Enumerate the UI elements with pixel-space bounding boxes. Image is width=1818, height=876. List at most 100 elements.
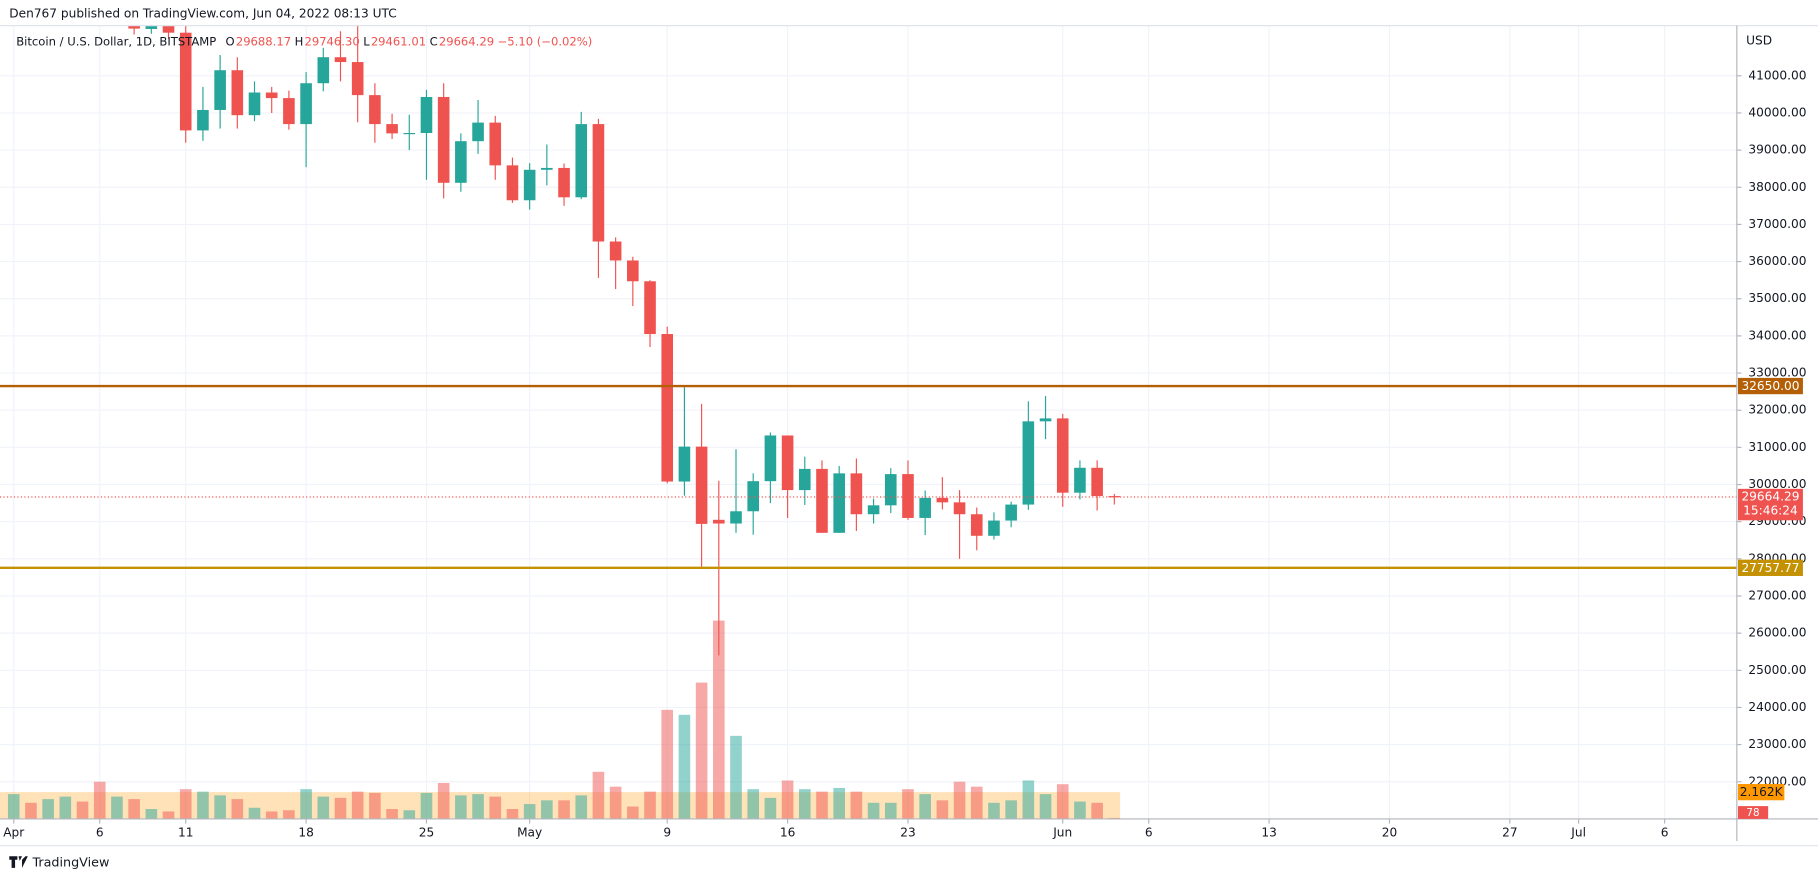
volume-bar xyxy=(300,789,312,819)
candle-body xyxy=(850,473,863,515)
legend-value: 29746.30 xyxy=(304,34,359,48)
grid xyxy=(0,25,1737,819)
volume-bar xyxy=(1039,794,1052,819)
volume-last-box xyxy=(1737,806,1769,819)
volume-bar xyxy=(678,714,691,819)
y-tick-label: 34000.00 xyxy=(1748,328,1806,342)
volume-bar xyxy=(764,797,777,819)
candle-body xyxy=(248,92,261,116)
x-tick-label: 6 xyxy=(96,825,104,839)
volume-bar xyxy=(403,810,416,819)
candle-body xyxy=(1039,418,1052,422)
volume-ma-box xyxy=(1737,783,1785,801)
y-tick-label: 27000.00 xyxy=(1748,588,1806,602)
legend-key: C xyxy=(430,34,438,48)
candle-body xyxy=(128,25,140,29)
y-tick-label: 30000.00 xyxy=(1748,477,1806,491)
legend-key: H xyxy=(295,34,304,48)
level-label: 32650.00 xyxy=(1741,379,1799,393)
candle-body xyxy=(627,260,639,282)
candle-body xyxy=(403,133,416,135)
candle-body xyxy=(592,124,605,242)
candle-body xyxy=(609,241,622,261)
volume-bar xyxy=(867,802,880,819)
candle-body xyxy=(1005,504,1017,521)
volume-bar xyxy=(884,802,897,819)
candle-body xyxy=(816,468,828,533)
volume-bar xyxy=(506,809,519,819)
legend-value: 29664.29 xyxy=(439,34,494,48)
y-tick-label: 24000.00 xyxy=(1748,700,1806,714)
volume-bar xyxy=(386,809,398,819)
candle-body xyxy=(798,468,811,491)
volume-bar xyxy=(248,807,261,819)
x-tick-label: 6 xyxy=(1145,825,1153,839)
volume-bar xyxy=(489,796,502,819)
volume-bar xyxy=(455,795,467,819)
candle-body xyxy=(523,169,536,201)
volume-bar xyxy=(265,811,278,819)
legend-key: L xyxy=(363,34,370,48)
volume-bar xyxy=(919,794,931,819)
volume-bar xyxy=(42,799,54,819)
volume-bar xyxy=(798,789,811,819)
volume-bar xyxy=(523,804,536,819)
candle-body xyxy=(420,96,433,134)
volume-bar xyxy=(25,802,37,819)
volume-bar xyxy=(730,735,742,819)
volume-bar xyxy=(76,801,89,819)
candle-body xyxy=(988,520,1000,536)
volume-bar xyxy=(627,806,639,819)
candle-body xyxy=(644,281,656,335)
countdown-label: 15:46:24 xyxy=(1743,503,1798,517)
volume-bar xyxy=(7,794,20,819)
candle-body xyxy=(541,167,553,170)
volume-bar xyxy=(231,799,244,819)
logo-icon xyxy=(9,856,28,868)
candle-body xyxy=(472,122,484,142)
volume-bar xyxy=(936,800,949,819)
y-tick-label: 37000.00 xyxy=(1748,217,1806,231)
candle-body xyxy=(953,502,966,515)
y-tick-label: 26000.00 xyxy=(1748,626,1806,640)
candle-body xyxy=(1074,467,1086,493)
volume-bar xyxy=(747,789,760,819)
candle-body xyxy=(781,435,794,491)
y-tick-label: 40000.00 xyxy=(1748,105,1806,119)
x-tick-label: 25 xyxy=(419,825,434,839)
legend-value: 29461.01 xyxy=(371,34,426,48)
candle-body xyxy=(575,124,588,198)
candle-body xyxy=(936,497,949,503)
y-tick-label: 38000.00 xyxy=(1748,180,1806,194)
legend-key: O xyxy=(226,34,235,48)
x-tick-label: 18 xyxy=(298,825,313,839)
candle-body xyxy=(661,334,674,482)
y-tick-label: 39000.00 xyxy=(1748,143,1806,157)
volume-bar xyxy=(197,791,209,819)
x-tick-label: Jun xyxy=(1052,825,1072,839)
candle-body xyxy=(334,57,347,63)
candle-body xyxy=(867,505,880,515)
candle-body xyxy=(1108,496,1121,498)
volume-bar xyxy=(59,796,72,819)
y-tick-label: 36000.00 xyxy=(1748,254,1806,268)
volume-bar xyxy=(1022,780,1035,819)
volume-bar xyxy=(558,800,570,819)
candle-body xyxy=(489,122,502,166)
x-tick-label: Jul xyxy=(1570,825,1586,839)
volume-bar xyxy=(988,802,1000,819)
currency-label: USD xyxy=(1746,33,1772,47)
volume-bar xyxy=(695,682,708,819)
volume-bar xyxy=(93,781,106,819)
plot-area xyxy=(0,25,1737,819)
volume-bar xyxy=(970,786,983,819)
y-tick-label: 25000.00 xyxy=(1748,663,1806,677)
level-label-box xyxy=(1737,559,1803,576)
volume-bar xyxy=(162,811,175,819)
candle-body xyxy=(558,167,570,198)
volume-bar xyxy=(541,800,553,819)
candle-body xyxy=(884,474,897,506)
candle-body xyxy=(764,435,777,482)
volume-bar xyxy=(472,794,484,819)
volume-bar xyxy=(781,780,794,819)
